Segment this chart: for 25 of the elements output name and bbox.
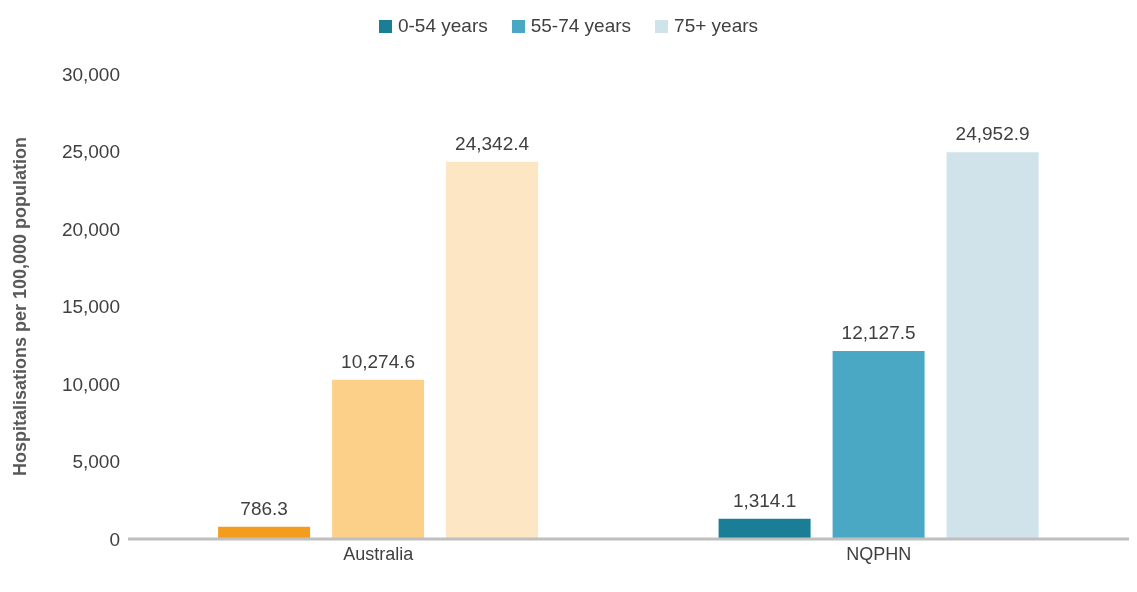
x-tick-label: NQPHN (846, 543, 912, 564)
data-label: 12,127.5 (841, 322, 916, 344)
data-label: 24,952.9 (955, 123, 1030, 145)
bar (332, 379, 425, 539)
bar (832, 351, 925, 539)
y-tick-label: 30,000 (61, 63, 120, 85)
y-tick-label: 15,000 (61, 296, 120, 318)
data-label: 24,342.4 (455, 132, 530, 154)
y-tick-label: 0 (109, 528, 120, 550)
y-tick-label: 10,000 (61, 373, 120, 395)
y-axis-title: Hospitalisations per 100,000 population (10, 136, 31, 477)
bar (446, 161, 539, 539)
bar (946, 152, 1039, 539)
data-label: 1,314.1 (732, 489, 797, 511)
data-label: 786.3 (240, 497, 288, 519)
bar (718, 518, 811, 539)
legend-label: 0-54 years (397, 15, 488, 37)
legend-label: 75+ years (674, 15, 759, 37)
bar (218, 526, 311, 539)
data-label: 10,274.6 (341, 350, 416, 372)
x-tick-label: Australia (343, 543, 415, 564)
y-tick-label: 25,000 (61, 141, 120, 163)
y-tick-label: 20,000 (61, 218, 120, 240)
legend-label: 55-74 years (530, 15, 632, 37)
y-tick-label: 5,000 (72, 451, 120, 473)
